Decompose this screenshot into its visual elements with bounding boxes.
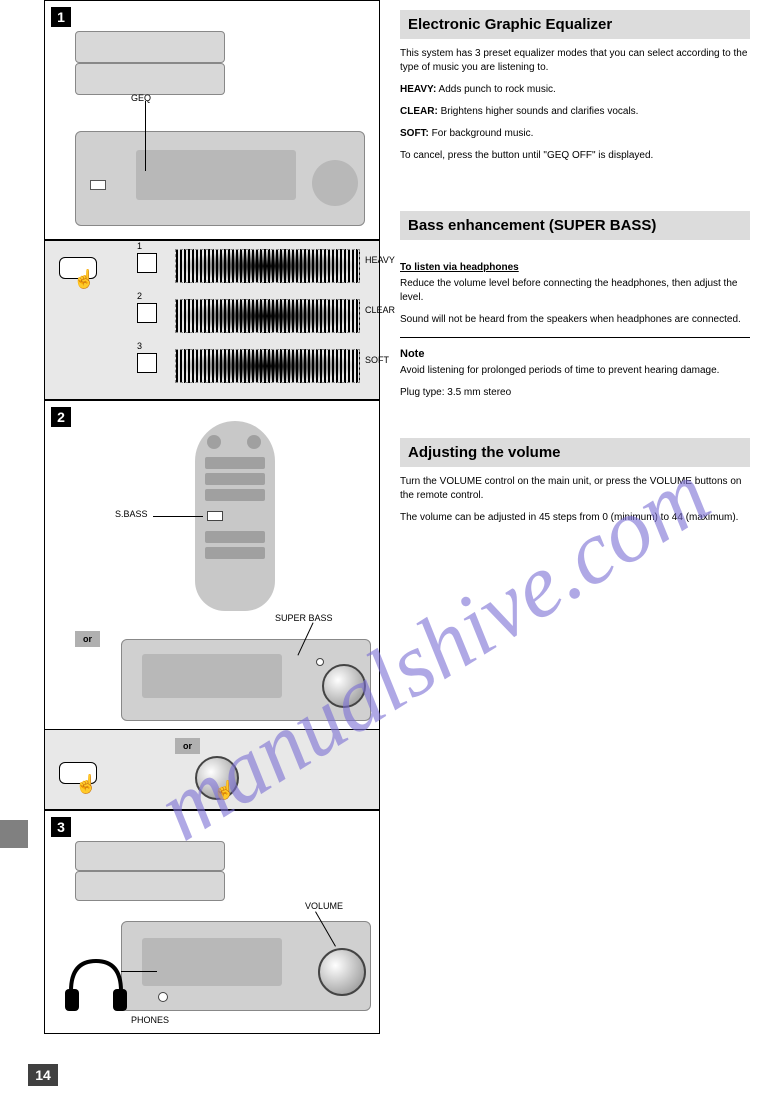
soft-text: For background music. xyxy=(432,128,534,139)
stereo-bottom-illustration-2 xyxy=(75,871,225,901)
soft-label: SOFT: xyxy=(400,128,429,139)
remote-row-4 xyxy=(205,531,265,543)
headphones-para2: Sound will not be heard from the speaker… xyxy=(400,313,750,327)
mode-num-3: 3 xyxy=(137,341,142,351)
remote-row-1 xyxy=(205,457,265,469)
hand-icon-3: ☝ xyxy=(213,780,235,801)
geq-cancel: To cancel, press the button until "GEQ O… xyxy=(400,149,750,163)
heavy-label: HEAVY: xyxy=(400,84,436,95)
geq-soft: SOFT: For background music. xyxy=(400,127,750,141)
page-side-tab xyxy=(0,820,28,848)
section-title-volume: Adjusting the volume xyxy=(400,438,750,467)
left-column: 1 GEQ ☝ 1 HEAVY 2 CLEAR 3 xyxy=(44,0,380,1034)
cassette-slot-3 xyxy=(142,938,282,986)
superbass-caption: SUPER BASS xyxy=(275,613,333,623)
stereo-bottom-illustration xyxy=(75,63,225,95)
panel-geq: 1 GEQ xyxy=(44,0,380,240)
plug-type: Plug type: 3.5 mm stereo xyxy=(400,386,750,400)
headphones-para1: Reduce the volume level before connectin… xyxy=(400,277,750,305)
clear-label: CLEAR: xyxy=(400,106,438,117)
right-column: Electronic Graphic Equalizer This system… xyxy=(400,0,750,533)
geq-heavy: HEAVY: Adds punch to rock music. xyxy=(400,83,750,97)
mode-label-3: SOFT xyxy=(365,355,389,365)
eq-pattern-clear xyxy=(175,299,360,333)
control-dial-illustration xyxy=(312,160,358,206)
geq-button-illustration xyxy=(90,180,106,190)
remote-row-2 xyxy=(205,473,265,485)
mode-label-1: HEAVY xyxy=(365,255,395,265)
step-number-3: 3 xyxy=(51,817,71,837)
remote-row-3 xyxy=(205,489,265,501)
divider-1 xyxy=(400,337,750,338)
headphone-icon xyxy=(61,951,131,1021)
hand-icon: ☝ xyxy=(73,269,95,290)
note-body: Avoid listening for prolonged periods of… xyxy=(400,364,750,378)
mode-box-2 xyxy=(137,303,157,323)
section-title-geq: Electronic Graphic Equalizer xyxy=(400,10,750,39)
remote-illustration xyxy=(195,421,275,611)
mode-box-3 xyxy=(137,353,157,373)
volume-knob-2 xyxy=(318,948,366,996)
remote-sbass-btn xyxy=(207,511,223,521)
mode-num-2: 2 xyxy=(137,291,142,301)
panel-volume: 3 VOLUME PHONES xyxy=(44,810,380,1034)
geq-clear: CLEAR: Brightens higher sounds and clari… xyxy=(400,105,750,119)
panel-bass-press: or ☝ ☝ xyxy=(44,730,380,810)
cassette-slot-2 xyxy=(142,654,282,698)
page-number: 14 xyxy=(28,1064,58,1086)
or-label: or xyxy=(75,631,100,647)
mode-row-1: 1 xyxy=(137,253,157,275)
stereo-top-illustration-2 xyxy=(75,841,225,871)
headphones-subhead: To listen via headphones xyxy=(400,262,750,273)
step-number-2: 2 xyxy=(51,407,71,427)
remote-row-5 xyxy=(205,547,265,559)
remote-power-btn xyxy=(207,435,221,449)
panel-geq-modes: ☝ 1 HEAVY 2 CLEAR 3 SOFT xyxy=(44,240,380,400)
mode-row-3: 3 xyxy=(137,353,157,375)
geq-intro: This system has 3 preset equalizer modes… xyxy=(400,47,750,75)
phones-caption: PHONES xyxy=(131,1015,169,1025)
phones-jack-illustration xyxy=(158,992,168,1002)
sbass-caption: S.BASS xyxy=(115,509,148,519)
panel-bass: 2 S.BASS or SUPER BASS xyxy=(44,400,380,730)
remote-btn-2 xyxy=(247,435,261,449)
main-unit-bass-illustration xyxy=(121,639,371,721)
stereo-top-illustration xyxy=(75,31,225,63)
or-label-2: or xyxy=(175,738,200,754)
geq-caption: GEQ xyxy=(131,93,151,103)
volume-caption: VOLUME xyxy=(305,901,343,911)
note-heading: Note xyxy=(400,348,750,360)
callout-line-geq xyxy=(145,101,146,171)
callout-line-sbass xyxy=(153,516,203,517)
volume-para2: The volume can be adjusted in 45 steps f… xyxy=(400,511,750,525)
hand-icon-2: ☝ xyxy=(75,774,97,795)
heavy-text: Adds punch to rock music. xyxy=(439,84,556,95)
mode-box-1 xyxy=(137,253,157,273)
section-title-bass: Bass enhancement (SUPER BASS) xyxy=(400,211,750,240)
volume-knob-illustration xyxy=(322,664,366,708)
eq-pattern-heavy xyxy=(175,249,360,283)
main-unit-illustration xyxy=(75,131,365,226)
sbass-unit-btn xyxy=(316,658,324,666)
callout-headphone-line xyxy=(121,971,157,972)
mode-label-2: CLEAR xyxy=(365,305,395,315)
cassette-slot-illustration xyxy=(136,150,296,200)
main-unit-volume-illustration xyxy=(121,921,371,1011)
eq-pattern-soft xyxy=(175,349,360,383)
mode-num-1: 1 xyxy=(137,241,142,251)
volume-para1: Turn the VOLUME control on the main unit… xyxy=(400,475,750,503)
clear-text: Brightens higher sounds and clarifies vo… xyxy=(441,106,639,117)
step-number-1: 1 xyxy=(51,7,71,27)
mode-row-2: 2 xyxy=(137,303,157,325)
